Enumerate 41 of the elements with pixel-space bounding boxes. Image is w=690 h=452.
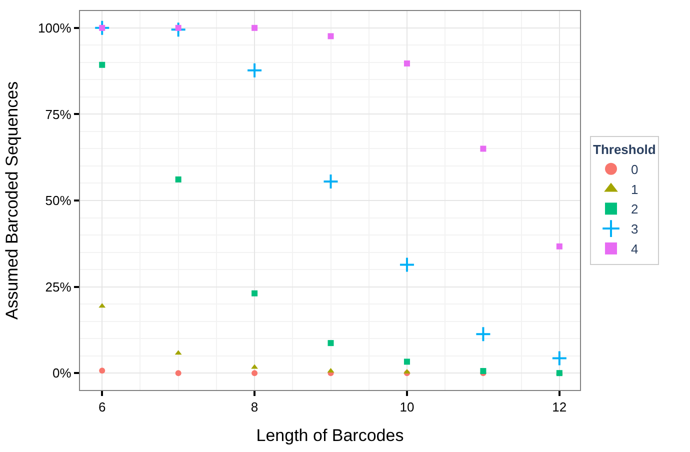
point (328, 33, 334, 40)
y-tick-label: 0% (52, 366, 72, 381)
point (170, 22, 186, 38)
point (556, 243, 562, 250)
x-tick-label: 12 (552, 400, 567, 415)
point (175, 176, 182, 182)
y-axis-title: Assumed Barcoded Sequences (2, 81, 22, 320)
point (404, 60, 410, 66)
point (475, 326, 492, 342)
legend-label: 4 (631, 242, 638, 257)
x-tick-label: 6 (98, 400, 106, 415)
legend-label: 1 (631, 182, 638, 197)
point (175, 370, 182, 376)
legend-label: 2 (631, 202, 638, 217)
point (99, 368, 106, 374)
point (99, 24, 106, 31)
point (551, 350, 568, 366)
y-tick-label: 25% (45, 279, 72, 294)
point (251, 364, 258, 369)
y-tick-label: 75% (45, 106, 72, 122)
y-tick-label: 50% (45, 193, 72, 208)
legend-label: 3 (631, 222, 638, 237)
legend-label: 0 (631, 162, 638, 177)
point (175, 24, 182, 31)
point (328, 340, 334, 346)
point (480, 146, 486, 152)
point (398, 256, 415, 273)
x-axis-title: Length of Barcodes (256, 426, 404, 446)
legend-title: Threshold (593, 142, 656, 157)
point (404, 369, 410, 374)
point (94, 20, 110, 36)
x-tick-label: 8 (250, 400, 258, 415)
point (99, 62, 106, 68)
point (252, 370, 258, 376)
point (252, 290, 258, 296)
point (246, 62, 263, 78)
x-tick-label: 10 (400, 400, 414, 415)
point (322, 174, 339, 190)
y-tick-label: 100% (38, 20, 72, 36)
point (252, 24, 258, 31)
point (404, 358, 410, 365)
